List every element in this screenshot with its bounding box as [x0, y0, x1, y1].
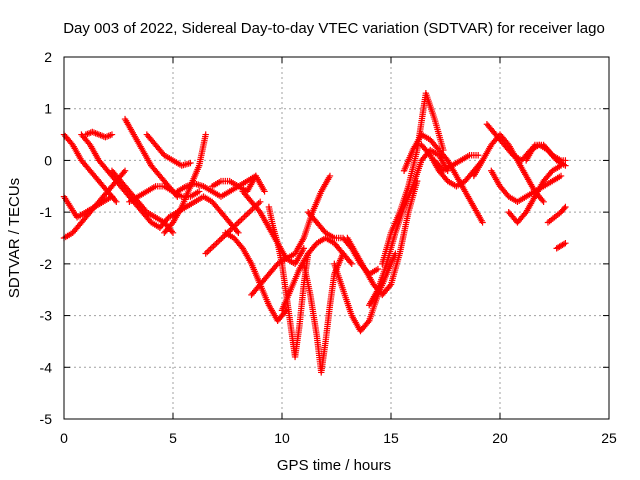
- series-track-7: [108, 167, 177, 237]
- y-tick-label: 0: [44, 152, 52, 168]
- data-point: [339, 250, 347, 257]
- x-tick-label: 25: [601, 430, 617, 446]
- data-point: [561, 205, 568, 212]
- data-point: [326, 172, 334, 180]
- y-tick-label: -4: [40, 359, 53, 375]
- series-track-14: [209, 172, 268, 195]
- data-point: [233, 228, 241, 235]
- series-track-26: [400, 131, 486, 226]
- series-track-31: [488, 167, 565, 205]
- data-point: [475, 152, 482, 159]
- data-point: [187, 159, 194, 167]
- data-point: [195, 188, 203, 195]
- series-track-2: [60, 131, 120, 205]
- series-track-20: [300, 250, 347, 376]
- data-point: [168, 220, 175, 228]
- series-track-3: [60, 193, 116, 221]
- data-point: [562, 203, 569, 211]
- y-axis-label: SDTVAR / TECUs: [6, 178, 23, 298]
- data-point: [386, 282, 393, 290]
- data-point: [562, 239, 569, 247]
- series-track-33: [522, 141, 569, 164]
- series-track-5: [82, 128, 116, 141]
- data-point: [539, 197, 546, 204]
- x-tick-label: 15: [383, 430, 399, 446]
- series-track-28: [431, 152, 482, 174]
- data-point: [113, 198, 120, 205]
- data-point: [347, 259, 354, 266]
- data-point: [425, 150, 433, 157]
- data-point: [169, 229, 177, 237]
- y-tick-label: 2: [44, 49, 52, 65]
- y-tick-label: -5: [40, 411, 53, 427]
- data-point: [300, 245, 307, 252]
- y-tick-label: -2: [40, 256, 53, 272]
- series-track-11: [156, 193, 242, 237]
- x-tick-label: 0: [60, 430, 68, 446]
- data-point: [111, 197, 119, 204]
- x-tick-label: 20: [492, 430, 508, 446]
- data-point: [238, 243, 245, 251]
- data-point: [68, 140, 75, 147]
- chart-title: Day 003 of 2022, Sidereal Day-to-day VTE…: [63, 20, 605, 37]
- data-point: [540, 198, 547, 205]
- data-point: [562, 157, 569, 164]
- data-point: [557, 172, 565, 180]
- data-point: [257, 198, 264, 205]
- y-tick-label: 1: [44, 101, 52, 117]
- series-track-23: [344, 177, 421, 299]
- data-point: [348, 260, 355, 268]
- series-track-25: [379, 90, 447, 268]
- data-point: [120, 169, 127, 176]
- data-point: [202, 131, 209, 138]
- series-track-34: [544, 203, 569, 226]
- data-point: [479, 219, 486, 226]
- y-tick-label: -1: [40, 204, 53, 220]
- data-point: [121, 167, 129, 174]
- data-point: [85, 140, 93, 147]
- data-point: [255, 207, 263, 214]
- data-point: [560, 240, 568, 248]
- data-point: [108, 131, 116, 138]
- data-point: [261, 188, 268, 195]
- series-track-4: [78, 131, 164, 231]
- x-axis-label: GPS time / hours: [277, 457, 391, 474]
- data-point: [374, 265, 382, 273]
- data-point: [521, 210, 529, 217]
- series-track-17: [248, 172, 334, 299]
- data-point: [443, 155, 450, 163]
- series-track-32: [505, 162, 565, 226]
- data-point: [168, 228, 175, 235]
- data-point: [364, 319, 372, 326]
- series-track-8: [143, 131, 194, 169]
- plot-frame: [63, 56, 610, 420]
- data-point: [108, 193, 116, 200]
- data-point: [235, 229, 242, 237]
- series-track-35: [553, 239, 569, 252]
- series-track-13: [202, 198, 264, 257]
- data-points: [60, 90, 569, 376]
- y-tick-label: -3: [40, 308, 53, 324]
- x-tick-label: 10: [274, 430, 290, 446]
- x-tick-label: 5: [169, 430, 177, 446]
